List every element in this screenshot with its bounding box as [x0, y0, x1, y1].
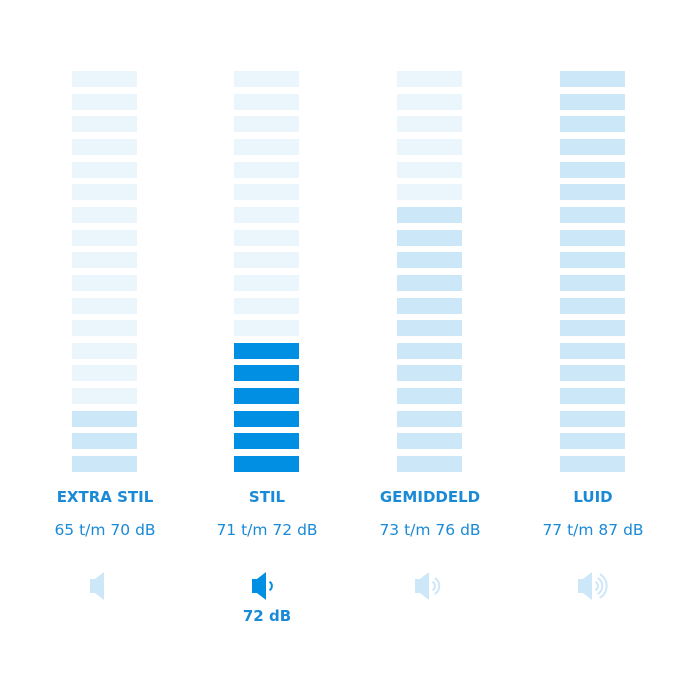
level-segment: [397, 161, 462, 178]
level-segment: [397, 184, 462, 201]
level-segment: [397, 388, 462, 405]
level-segment: [234, 252, 299, 269]
level-segment: [72, 456, 137, 473]
speaker-body: [90, 572, 104, 600]
level-segment: [72, 161, 137, 178]
level-segment: [397, 410, 462, 427]
level-segment: [234, 410, 299, 427]
level-segment: [234, 320, 299, 337]
column-range: 65 t/m 70 dB: [54, 521, 156, 539]
column-range: 73 t/m 76 dB: [379, 521, 481, 539]
speaker-icon: [90, 572, 104, 600]
column-label: EXTRA STIL: [56, 488, 154, 506]
level-segment: [560, 274, 625, 291]
sound-wave: [599, 573, 608, 599]
level-segment: [560, 116, 625, 133]
level-segment: [560, 297, 625, 314]
level-segment: [72, 138, 137, 155]
speaker-body: [252, 572, 266, 600]
level-segment: [560, 365, 625, 382]
level-segment: [234, 206, 299, 223]
level-segment: [397, 93, 462, 110]
sound-wave: [597, 577, 604, 595]
level-segment: [397, 274, 462, 291]
level-segment: [560, 342, 625, 359]
level-segment: [560, 184, 625, 201]
level-segment: [397, 116, 462, 133]
column-gemiddeld: GEMIDDELD 73 t/m 76 dB: [350, 0, 510, 700]
level-segment: [397, 320, 462, 337]
level-segment: [72, 365, 137, 382]
speaker-icon: [252, 572, 273, 600]
level-segment: [234, 71, 299, 87]
level-segment: [560, 71, 625, 87]
level-segment: [234, 388, 299, 405]
sound-wave: [268, 580, 273, 592]
level-segment: [72, 71, 137, 87]
level-segment: [397, 342, 462, 359]
level-segment: [234, 229, 299, 246]
column-label: GEMIDDELD: [379, 488, 481, 506]
column-extra-stil: EXTRA STIL 65 t/m 70 dB: [25, 0, 185, 700]
column-label: LUID: [573, 488, 613, 506]
current-level: 72 dB: [242, 607, 292, 625]
level-segment: [560, 320, 625, 337]
level-segment: [72, 116, 137, 133]
level-segment: [560, 206, 625, 223]
level-segment: [397, 456, 462, 473]
level-segment: [72, 320, 137, 337]
column-luid: LUID 77 t/m 87 dB: [513, 0, 673, 700]
level-segment: [72, 433, 137, 450]
level-segment: [234, 456, 299, 473]
column-stil: STIL 71 t/m 72 dB 72 dB: [187, 0, 347, 700]
sound-wave: [434, 577, 441, 595]
level-segment: [234, 93, 299, 110]
level-segment: [397, 297, 462, 314]
level-segment: [234, 433, 299, 450]
level-segment: [560, 433, 625, 450]
level-segment: [72, 206, 137, 223]
level-segment: [234, 365, 299, 382]
level-segment: [397, 229, 462, 246]
speaker-icon: [415, 572, 441, 600]
level-segment: [234, 297, 299, 314]
level-segment: [560, 229, 625, 246]
level-segment: [560, 93, 625, 110]
level-segment: [72, 252, 137, 269]
level-segment: [72, 410, 137, 427]
level-segment: [397, 206, 462, 223]
level-segment: [560, 252, 625, 269]
sound-wave: [594, 580, 599, 592]
level-segment: [397, 71, 462, 87]
level-segment: [72, 229, 137, 246]
level-segment: [234, 184, 299, 201]
speaker-icon: [578, 572, 608, 600]
level-segment: [72, 297, 137, 314]
level-segment: [560, 138, 625, 155]
level-segment: [72, 342, 137, 359]
level-segment: [72, 274, 137, 291]
level-segment: [560, 161, 625, 178]
sound-wave: [431, 580, 436, 592]
level-segment: [72, 184, 137, 201]
level-segment: [234, 274, 299, 291]
level-segment: [72, 93, 137, 110]
speaker-body: [415, 572, 429, 600]
level-segment: [397, 138, 462, 155]
level-segment: [397, 365, 462, 382]
level-segment: [234, 116, 299, 133]
level-segment: [234, 138, 299, 155]
level-segment: [560, 410, 625, 427]
level-segment: [234, 161, 299, 178]
column-range: 71 t/m 72 dB: [216, 521, 318, 539]
column-label: STIL: [248, 488, 286, 506]
speaker-body: [578, 572, 592, 600]
level-segment: [234, 342, 299, 359]
column-range: 77 t/m 87 dB: [542, 521, 644, 539]
level-segment: [397, 252, 462, 269]
level-segment: [560, 456, 625, 473]
level-segment: [72, 388, 137, 405]
level-segment: [397, 433, 462, 450]
level-segment: [560, 388, 625, 405]
